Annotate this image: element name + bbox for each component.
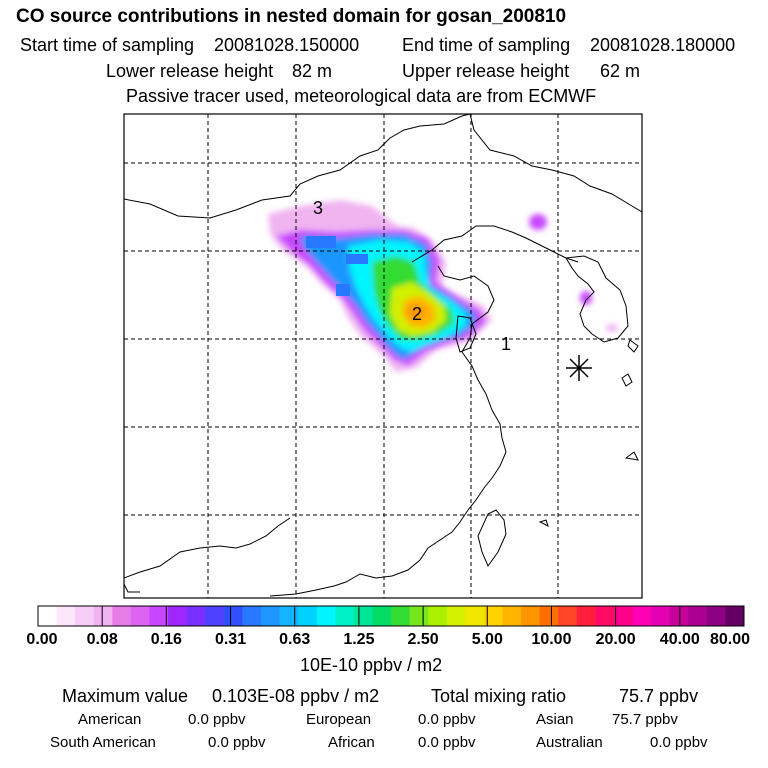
region-label-african: African [328,734,375,751]
color-swatch [112,606,132,626]
region-label-american: American [78,711,142,728]
total-mixing-label: Total mixing ratio [431,686,567,706]
color-swatch [483,606,503,626]
cluster-label-3: 3 [313,198,323,218]
legend-tick-label: 5.00 [471,631,503,648]
color-swatch [539,606,559,626]
color-swatch [558,606,578,626]
color-swatch [409,606,429,626]
color-bar-frame [37,605,745,627]
cluster-label-1: 1 [501,334,511,354]
color-swatch [353,606,373,626]
legend-tick-label: 10.00 [531,631,572,648]
region-label-australian: Australian [536,734,603,751]
lat-lon-grid [124,114,642,598]
color-swatch [688,606,708,626]
region-value-american: 0.0 ppbv [188,711,246,728]
plume-cell [336,284,350,296]
legend-unit: 10E-10 ppbv / m2 [300,655,443,675]
legend-tick-label: 20.00 [595,631,636,648]
color-swatch [632,606,652,626]
color-swatch [298,606,318,626]
plume-cell [346,254,368,264]
color-swatch [576,606,596,626]
color-scale-bar [37,605,745,627]
color-swatch [446,606,466,626]
cluster-label-2: 2 [412,304,422,324]
color-swatch [465,606,485,626]
start-time-label: Start time of sampling [20,35,195,55]
region-label-asian: Asian [536,711,574,728]
upper-release-value: 62 m [600,61,641,81]
color-swatch [613,606,634,626]
legend-tick-label: 0.08 [86,631,118,648]
upper-release-label: Upper release height [402,61,570,81]
color-swatch [223,606,243,626]
legend-tick-label: 2.50 [407,631,439,648]
color-swatch [651,606,671,626]
color-swatch [130,606,150,626]
region-label-european: European [306,711,372,728]
region-value-south-american: 0.0 ppbv [208,734,266,751]
region-label-south-american: South American [50,734,156,751]
legend-tick-label: 40.00 [659,631,700,648]
total-mixing-value: 75.7 ppbv [619,686,699,706]
color-swatch [502,606,522,626]
max-value: 0.103E-08 ppbv / m2 [212,686,380,706]
coastlines [124,114,642,597]
color-swatch [75,606,95,626]
start-time-value: 20081028.150000 [214,35,360,55]
color-swatch [372,606,392,626]
color-swatch [56,606,76,626]
region-value-african: 0.0 ppbv [418,734,476,751]
color-swatch [316,606,336,626]
color-swatch [335,606,355,626]
color-swatch [279,606,299,626]
color-swatch [260,606,281,626]
plot-title: CO source contributions in nested domain… [16,6,567,27]
color-swatch [93,606,113,626]
color-swatch [186,606,206,626]
region-value-australian: 0.0 ppbv [650,734,708,751]
region-value-asian: 75.7 ppbv [612,711,678,728]
legend-tick-label: 80.00 [709,631,751,648]
lower-release-label: Lower release height [106,61,274,81]
color-swatch [725,606,745,626]
plume-cell [306,236,336,248]
max-value-label: Maximum value [62,686,189,706]
concentration-plume [268,200,618,372]
legend-tick-label: 0.31 [214,631,247,648]
map-frame [123,113,643,599]
color-swatch [242,606,262,626]
color-swatch [205,606,225,626]
color-swatch [149,606,169,626]
legend-tick-label: 1.25 [343,631,375,648]
color-swatch [428,606,448,626]
tracer-note: Passive tracer used, meteorological data… [126,86,597,106]
color-swatch [595,606,615,626]
legend-tick-label: 0.16 [150,631,182,648]
asterisk-receptor-icon [566,355,592,381]
color-swatch [521,606,541,626]
end-time-value: 20081028.180000 [590,35,736,55]
color-swatch [168,606,188,626]
end-time-label: End time of sampling [402,35,571,55]
map-content: 1 2 3 [124,114,642,598]
color-swatch [706,606,726,626]
legend-tick-label: 0.63 [279,631,311,648]
lower-release-value: 82 m [292,61,333,81]
color-swatch [669,606,689,626]
color-swatch [38,606,58,626]
region-value-european: 0.0 ppbv [418,711,476,728]
color-swatch [391,606,411,626]
legend-tick-label: 0.00 [26,631,58,648]
